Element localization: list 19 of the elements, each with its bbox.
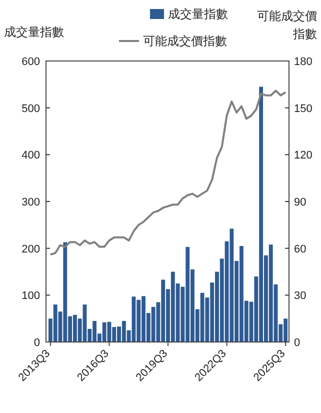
y2-tick-label: 150 [294,102,312,115]
y-tick-label: 400 [22,150,40,162]
y-tick-label: 300 [22,196,40,208]
y-tick-label: 0 [34,337,40,349]
y2-tick-label: 90 [294,196,306,208]
y2-axis-title: 可能成交價指數 [257,9,317,41]
legend-label: 成交量指數 [168,7,228,21]
y-tick-label: 500 [22,102,40,115]
y2-tick-label: 30 [294,290,306,302]
y2-tick-label: 0 [294,337,300,349]
legend-label: 可能成交價指數 [143,34,227,48]
y-tick-label: 600 [22,56,40,68]
line-series [49,90,287,256]
y-tick-label: 100 [22,290,40,302]
y2-tick-label: 120 [294,150,312,162]
y-tick-label: 200 [22,243,40,256]
y2-tick-label: 180 [294,56,312,68]
y-axis-title: 成交量指數 [4,25,64,39]
y2-tick-label: 60 [294,243,306,256]
